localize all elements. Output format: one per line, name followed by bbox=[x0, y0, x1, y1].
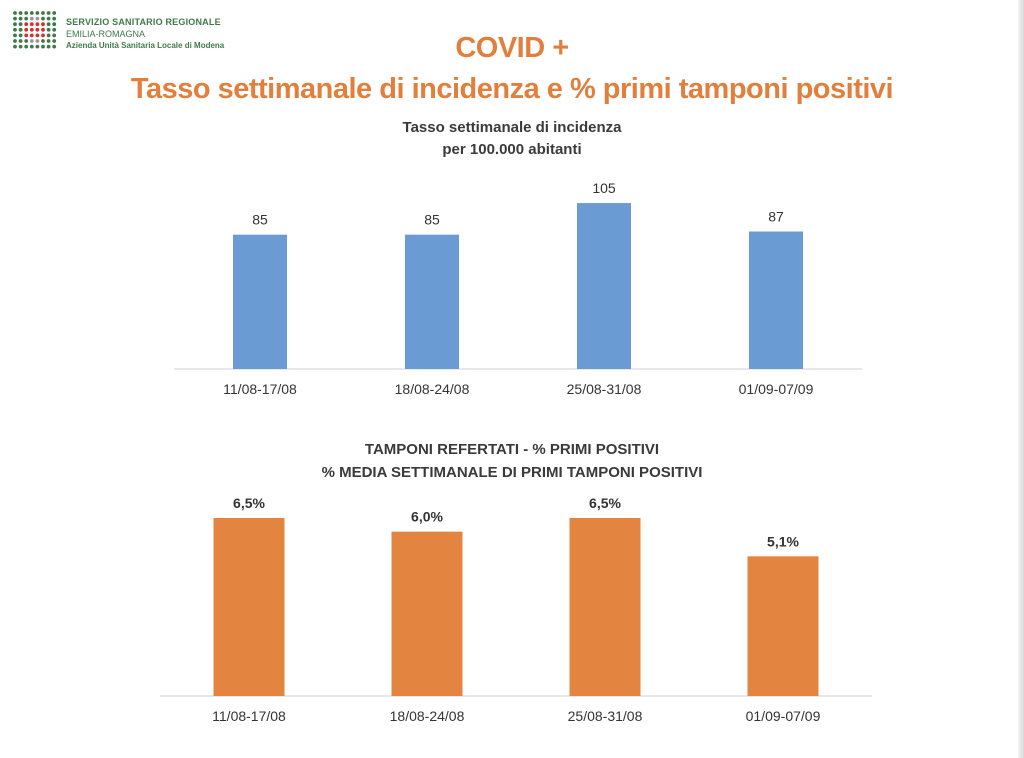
chart-1-bar bbox=[749, 231, 803, 369]
logo-dot-grid-icon bbox=[13, 11, 57, 49]
logo-dot bbox=[24, 16, 29, 21]
chart-2-data-label: 6,0% bbox=[411, 509, 443, 525]
logo-dot bbox=[18, 11, 23, 15]
logo-dot bbox=[52, 22, 57, 27]
logo-dot bbox=[29, 44, 34, 49]
chart-1-data-label: 87 bbox=[768, 209, 784, 225]
chart-1-data-label: 85 bbox=[252, 212, 268, 228]
logo-dot bbox=[52, 16, 57, 21]
chart-1-category-label: 11/08-17/08 bbox=[223, 381, 297, 397]
slide-title-line-2: Tasso settimanale di incidenza e % primi… bbox=[130, 73, 894, 105]
logo-dot bbox=[35, 27, 40, 32]
logo-dot bbox=[24, 44, 29, 49]
chart-2-title: TAMPONI REFERTATI - % PRIMI POSITIVI bbox=[364, 441, 660, 458]
logo-dot bbox=[18, 22, 23, 27]
logo-dot bbox=[46, 44, 51, 49]
chart-1-bar bbox=[405, 234, 459, 369]
logo-dot bbox=[24, 11, 29, 15]
chart-2-bar bbox=[747, 556, 819, 696]
chart-2-category-label: 25/08-31/08 bbox=[568, 708, 643, 724]
logo-line-2: EMILIA-ROMAGNA bbox=[66, 29, 146, 39]
logo-dot bbox=[52, 44, 57, 49]
logo-dot bbox=[52, 33, 57, 38]
logo-dot bbox=[13, 16, 17, 21]
logo-dot bbox=[18, 27, 23, 32]
chart-1-data-label: 105 bbox=[592, 180, 616, 196]
chart-1-category-label: 01/09-07/09 bbox=[739, 381, 814, 397]
logo-dot bbox=[13, 27, 17, 32]
logo-dot bbox=[35, 16, 40, 21]
chart-2-bar bbox=[391, 531, 463, 696]
logo-line-3: Azienda Unità Sanitaria Locale di Modena bbox=[66, 41, 225, 50]
logo-dot bbox=[29, 22, 34, 27]
logo-dot bbox=[46, 16, 51, 21]
logo-dot bbox=[35, 22, 40, 27]
logo-dot bbox=[35, 33, 40, 38]
chart-2-category-label: 01/09-07/09 bbox=[746, 708, 821, 724]
chart-2-subtitle: % MEDIA SETTIMANALE DI PRIMI TAMPONI POS… bbox=[321, 464, 703, 481]
logo-dot bbox=[52, 39, 57, 43]
logo-dot bbox=[29, 39, 34, 43]
logo-dot bbox=[29, 11, 34, 15]
chart-2-data-label: 5,1% bbox=[767, 533, 799, 549]
window-edge bbox=[1018, 0, 1024, 758]
chart-1-category-label: 25/08-31/08 bbox=[567, 381, 642, 397]
chart-2-category-label: 11/08-17/08 bbox=[212, 708, 286, 724]
chart-2-category-label: 18/08-24/08 bbox=[390, 708, 465, 724]
ssr-logo: SERVIZIO SANITARIO REGIONALE EMILIA-ROMA… bbox=[12, 10, 252, 54]
logo-dot bbox=[41, 27, 45, 32]
logo-dot bbox=[41, 11, 45, 15]
chart-2-data-label: 6,5% bbox=[233, 495, 265, 511]
logo-dot bbox=[18, 39, 23, 43]
logo-dot bbox=[18, 33, 23, 38]
chart-1-title: Tasso settimanale di incidenza bbox=[402, 119, 622, 136]
chart-2-bar bbox=[213, 517, 285, 696]
logo-dot bbox=[52, 11, 57, 15]
logo-dot bbox=[46, 22, 51, 27]
logo-dot bbox=[13, 44, 17, 49]
logo-line-1: SERVIZIO SANITARIO REGIONALE bbox=[66, 17, 221, 27]
logo-dot bbox=[52, 27, 57, 32]
logo-dot bbox=[35, 11, 40, 15]
logo-dot bbox=[29, 33, 34, 38]
chart-1-category-label: 18/08-24/08 bbox=[395, 381, 470, 397]
logo-dot bbox=[13, 11, 17, 15]
logo-dot bbox=[29, 27, 34, 32]
logo-dot bbox=[41, 44, 45, 49]
logo-dot bbox=[46, 39, 51, 43]
logo-dot bbox=[13, 22, 17, 27]
logo-dot bbox=[18, 16, 23, 21]
chart-2-bar bbox=[569, 517, 641, 696]
logo-dot bbox=[41, 22, 45, 27]
logo-dot bbox=[41, 16, 45, 21]
logo-text: SERVIZIO SANITARIO REGIONALE EMILIA-ROMA… bbox=[66, 16, 224, 52]
logo-dot bbox=[18, 44, 23, 49]
chart-1-data-label: 85 bbox=[424, 212, 440, 228]
logo-dot bbox=[41, 39, 45, 43]
slide-title-line-1: COVID + bbox=[455, 32, 569, 64]
chart-1-bar bbox=[577, 203, 631, 369]
chart-1-subtitle: per 100.000 abitanti bbox=[442, 141, 582, 158]
logo-dot bbox=[46, 33, 51, 38]
chart-1-bar bbox=[233, 234, 287, 369]
logo-dot bbox=[24, 33, 29, 38]
logo-dot bbox=[13, 33, 17, 38]
logo-dot bbox=[46, 11, 51, 15]
chart-2-data-label: 6,5% bbox=[589, 495, 621, 511]
logo-dot bbox=[29, 16, 34, 21]
logo-dot bbox=[24, 39, 29, 43]
logo-dot bbox=[35, 44, 40, 49]
logo-dot bbox=[46, 27, 51, 32]
logo-dot bbox=[24, 22, 29, 27]
logo-dot bbox=[41, 33, 45, 38]
logo-dot bbox=[24, 27, 29, 32]
logo-dot bbox=[13, 39, 17, 43]
logo-dot bbox=[35, 39, 40, 43]
